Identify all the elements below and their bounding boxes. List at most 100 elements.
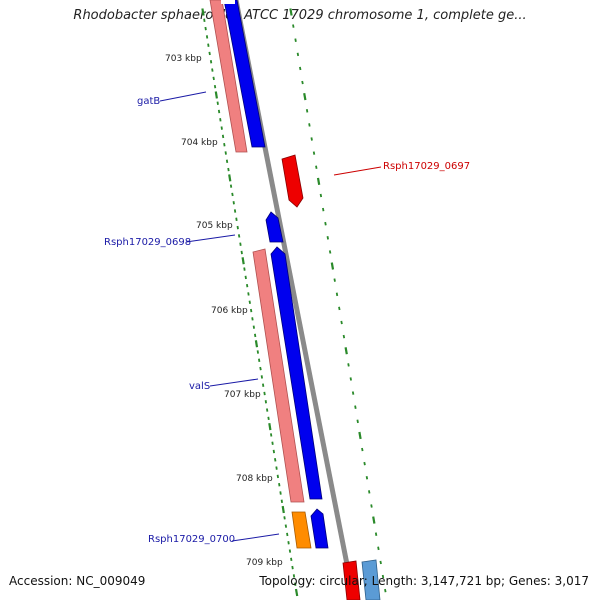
rsph0698-cds-feature[interactable] <box>265 211 284 243</box>
valS-label[interactable]: valS <box>189 381 210 392</box>
minor-tick-mark <box>260 375 263 379</box>
minor-tick-mark <box>296 52 300 57</box>
minor-tick-mark <box>284 524 288 528</box>
minor-tick-mark <box>205 35 209 39</box>
minor-tick-mark <box>322 207 325 212</box>
minor-tick-mark <box>251 317 254 321</box>
major-tick-mark <box>241 257 245 265</box>
minor-tick-mark <box>351 391 355 395</box>
minor-tick-mark <box>276 474 279 479</box>
minor-tick-mark <box>319 193 323 198</box>
minor-tick-mark <box>374 532 378 536</box>
minor-tick-mark <box>233 209 237 213</box>
minor-tick-mark <box>338 306 341 311</box>
minor-tick-mark <box>264 400 267 404</box>
major-tick-mark <box>358 431 362 440</box>
minor-tick-mark <box>229 184 233 188</box>
minor-tick-mark <box>262 383 265 387</box>
major-tick-mark <box>294 588 299 597</box>
minor-tick-mark <box>308 123 311 127</box>
minor-tick-mark <box>246 283 249 288</box>
minor-tick-mark <box>377 546 380 551</box>
minor-tick-mark <box>287 541 290 545</box>
rsph0698-label[interactable]: Rsph17029_0698 <box>104 237 191 248</box>
rsph0700-leader-line <box>231 533 280 542</box>
kbp-tick-label: 709 kbp <box>246 558 283 568</box>
minor-tick-mark <box>292 24 295 28</box>
valS-leader-line <box>209 378 259 387</box>
minor-tick-mark <box>340 320 343 325</box>
rsph0700-orange-feature[interactable] <box>291 511 312 549</box>
minor-tick-mark <box>361 447 364 452</box>
minor-tick-mark <box>324 221 327 226</box>
valS-rna-feature[interactable] <box>252 248 305 503</box>
minor-tick-mark <box>252 325 255 329</box>
minor-tick-mark <box>294 582 297 586</box>
kbp-tick-label: 704 kbp <box>181 138 218 148</box>
minor-tick-mark <box>232 201 235 205</box>
minor-tick-mark <box>258 358 261 363</box>
kbp-tick-label: 708 kbp <box>236 474 273 484</box>
major-tick-mark <box>330 262 335 270</box>
minor-tick-mark <box>333 278 336 282</box>
minor-tick-mark <box>237 234 241 238</box>
minor-tick-mark <box>270 433 273 437</box>
inner-tick-ring <box>201 8 299 597</box>
minor-tick-mark <box>219 118 222 122</box>
minor-tick-mark <box>347 363 350 367</box>
minor-tick-mark <box>212 76 215 81</box>
minor-tick-mark <box>220 126 223 130</box>
minor-tick-mark <box>272 449 275 454</box>
major-tick-mark <box>316 177 321 185</box>
genome-summary-text: Topology: circular; Length: 3,147,721 bp… <box>259 574 589 588</box>
minor-tick-mark <box>236 225 239 230</box>
minor-tick-mark <box>244 275 247 280</box>
major-tick-mark <box>281 505 285 514</box>
minor-tick-mark <box>203 18 206 23</box>
minor-tick-mark <box>299 66 302 71</box>
bottom-red-feature[interactable] <box>342 560 361 600</box>
minor-tick-mark <box>207 43 210 47</box>
minor-tick-mark <box>239 242 242 246</box>
gatB-cds-top-white <box>221 0 235 4</box>
rsph0700-label[interactable]: Rsph17029_0700 <box>148 534 235 545</box>
minor-tick-mark <box>259 366 262 371</box>
minor-tick-mark <box>291 565 294 570</box>
minor-tick-mark <box>223 142 226 147</box>
rsph0700-cds-feature[interactable] <box>310 508 329 549</box>
minor-tick-mark <box>310 137 313 141</box>
minor-tick-mark <box>279 491 282 495</box>
minor-tick-mark <box>225 159 229 164</box>
outer-tick-ring <box>289 8 387 593</box>
major-tick-mark <box>303 93 307 101</box>
kbp-tick-label: 707 kbp <box>224 390 261 400</box>
gatB-leader-line <box>159 91 207 102</box>
minor-tick-mark <box>363 461 366 466</box>
kbp-tick-label: 705 kbp <box>196 221 233 231</box>
minor-tick-mark <box>292 574 296 578</box>
minor-tick-mark <box>208 51 211 56</box>
rsph0697-label[interactable]: Rsph17029_0697 <box>383 161 470 172</box>
gatB-rna-feature[interactable] <box>209 0 248 153</box>
valS-cds-feature[interactable] <box>270 246 323 500</box>
minor-tick-mark <box>326 236 329 240</box>
minor-tick-mark <box>315 165 318 169</box>
minor-tick-mark <box>254 333 257 338</box>
gatB-cds-feature[interactable] <box>223 0 266 148</box>
minor-tick-mark <box>384 588 387 593</box>
gatB-label[interactable]: gatB <box>137 96 160 107</box>
minor-tick-mark <box>294 38 297 42</box>
rsph0697-cds-feature[interactable] <box>281 154 304 208</box>
minor-tick-mark <box>286 532 289 537</box>
minor-tick-mark <box>256 350 259 354</box>
minor-tick-mark <box>204 26 207 31</box>
minor-tick-mark <box>240 250 243 255</box>
minor-tick-mark <box>224 151 227 155</box>
minor-tick-mark <box>213 84 217 89</box>
minor-tick-mark <box>379 560 382 565</box>
minor-tick-mark <box>263 391 266 396</box>
minor-tick-mark <box>235 217 238 222</box>
minor-tick-mark <box>305 109 309 113</box>
bottom-light-blue-feature[interactable] <box>361 559 381 600</box>
